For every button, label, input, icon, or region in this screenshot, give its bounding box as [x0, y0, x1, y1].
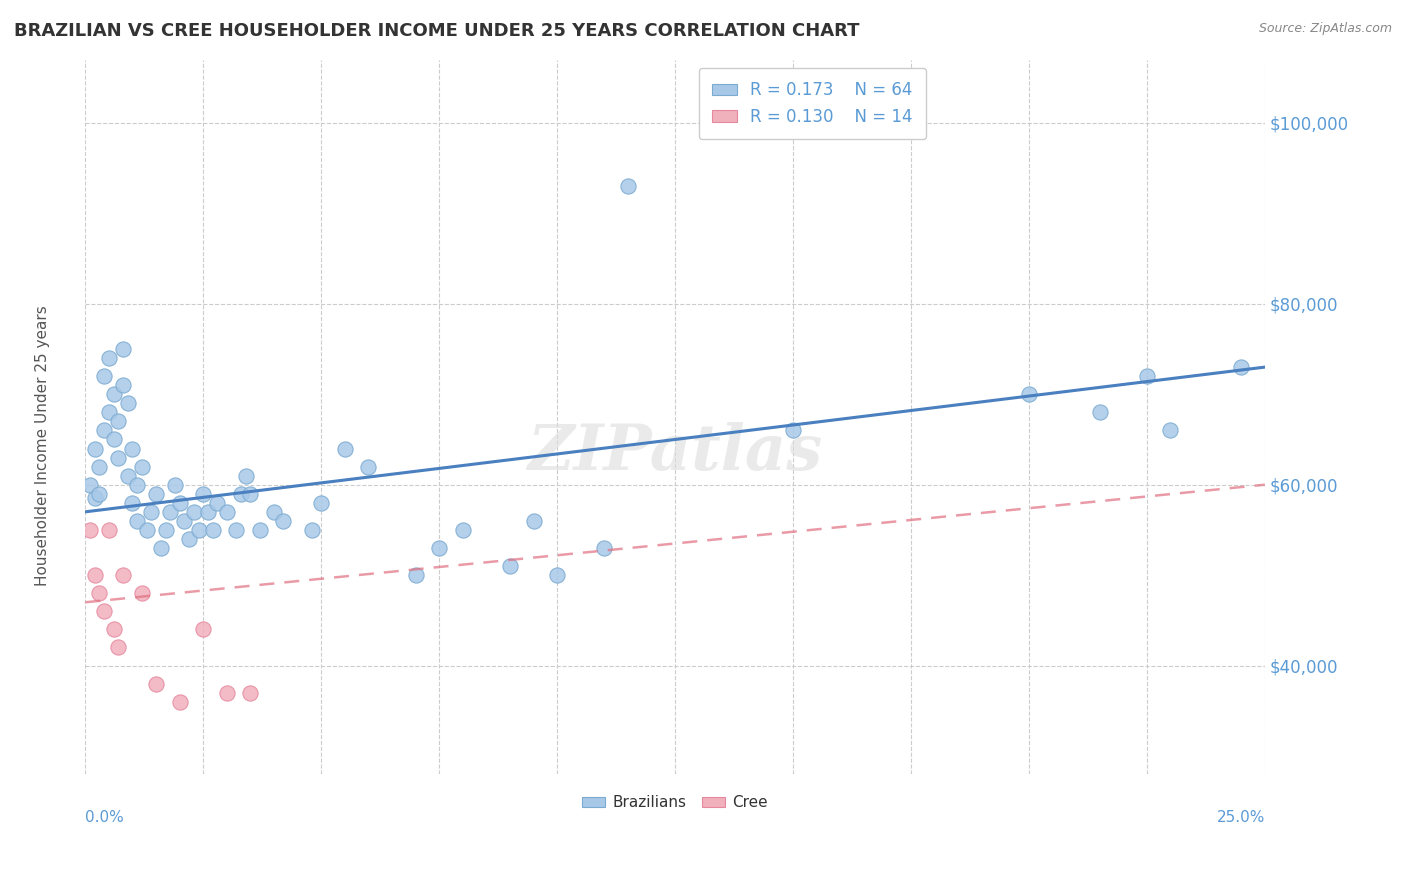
Point [309, 496, 332, 510]
Point [263, 505, 285, 519]
Point [159, 505, 181, 519]
Point [112, 568, 135, 582]
Point [93, 424, 115, 438]
Point [169, 496, 191, 510]
Point [107, 414, 129, 428]
Point [1230, 360, 1253, 375]
Point [229, 487, 252, 501]
Point [235, 468, 257, 483]
Point [249, 523, 271, 537]
Text: 0.0%: 0.0% [86, 810, 124, 825]
Point [103, 623, 125, 637]
Point [121, 496, 143, 510]
Point [177, 532, 200, 546]
Text: Source: ZipAtlas.com: Source: ZipAtlas.com [1258, 22, 1392, 36]
Point [593, 541, 616, 555]
Text: 25.0%: 25.0% [1216, 810, 1265, 825]
Point [546, 568, 568, 582]
Point [193, 487, 215, 501]
Point [215, 686, 238, 700]
Point [149, 541, 172, 555]
Point [89, 459, 111, 474]
Point [83, 568, 105, 582]
Point [83, 491, 105, 506]
Point [201, 523, 224, 537]
Point [187, 523, 209, 537]
Point [131, 459, 153, 474]
Text: Householder Income Under 25 years: Householder Income Under 25 years [35, 306, 49, 586]
Point [107, 640, 129, 655]
Point [215, 505, 238, 519]
Point [169, 695, 191, 709]
Point [117, 396, 139, 410]
Point [333, 442, 356, 456]
Point [135, 523, 157, 537]
Point [239, 487, 262, 501]
Legend: Brazilians, Cree: Brazilians, Cree [576, 789, 775, 816]
Point [451, 523, 474, 537]
Point [1136, 369, 1159, 384]
Point [117, 468, 139, 483]
Point [405, 568, 427, 582]
Point [1159, 424, 1181, 438]
Point [97, 523, 120, 537]
Point [782, 424, 804, 438]
Point [79, 523, 101, 537]
Point [121, 442, 143, 456]
Point [141, 505, 163, 519]
Point [93, 604, 115, 618]
Point [103, 433, 125, 447]
Point [89, 586, 111, 600]
Point [239, 686, 262, 700]
Point [127, 514, 149, 528]
Point [207, 496, 229, 510]
Point [499, 559, 522, 574]
Point [107, 450, 129, 465]
Point [173, 514, 195, 528]
Point [197, 505, 219, 519]
Point [301, 523, 323, 537]
Point [145, 676, 167, 690]
Point [112, 378, 135, 392]
Point [617, 179, 640, 194]
Point [97, 351, 120, 365]
Point [183, 505, 205, 519]
Point [79, 477, 101, 491]
Point [112, 342, 135, 356]
Text: BRAZILIAN VS CREE HOUSEHOLDER INCOME UNDER 25 YEARS CORRELATION CHART: BRAZILIAN VS CREE HOUSEHOLDER INCOME UND… [14, 22, 859, 40]
Point [163, 477, 186, 491]
Point [97, 405, 120, 419]
Point [93, 369, 115, 384]
Point [273, 514, 295, 528]
Point [131, 586, 153, 600]
Point [193, 623, 215, 637]
Point [1088, 405, 1111, 419]
Point [225, 523, 247, 537]
Point [103, 387, 125, 401]
Point [427, 541, 450, 555]
Point [522, 514, 544, 528]
Point [357, 459, 380, 474]
Point [89, 487, 111, 501]
Point [83, 442, 105, 456]
Point [155, 523, 177, 537]
Point [145, 487, 167, 501]
Text: ZIPatlas: ZIPatlas [527, 422, 823, 483]
Point [127, 477, 149, 491]
Point [1018, 387, 1040, 401]
